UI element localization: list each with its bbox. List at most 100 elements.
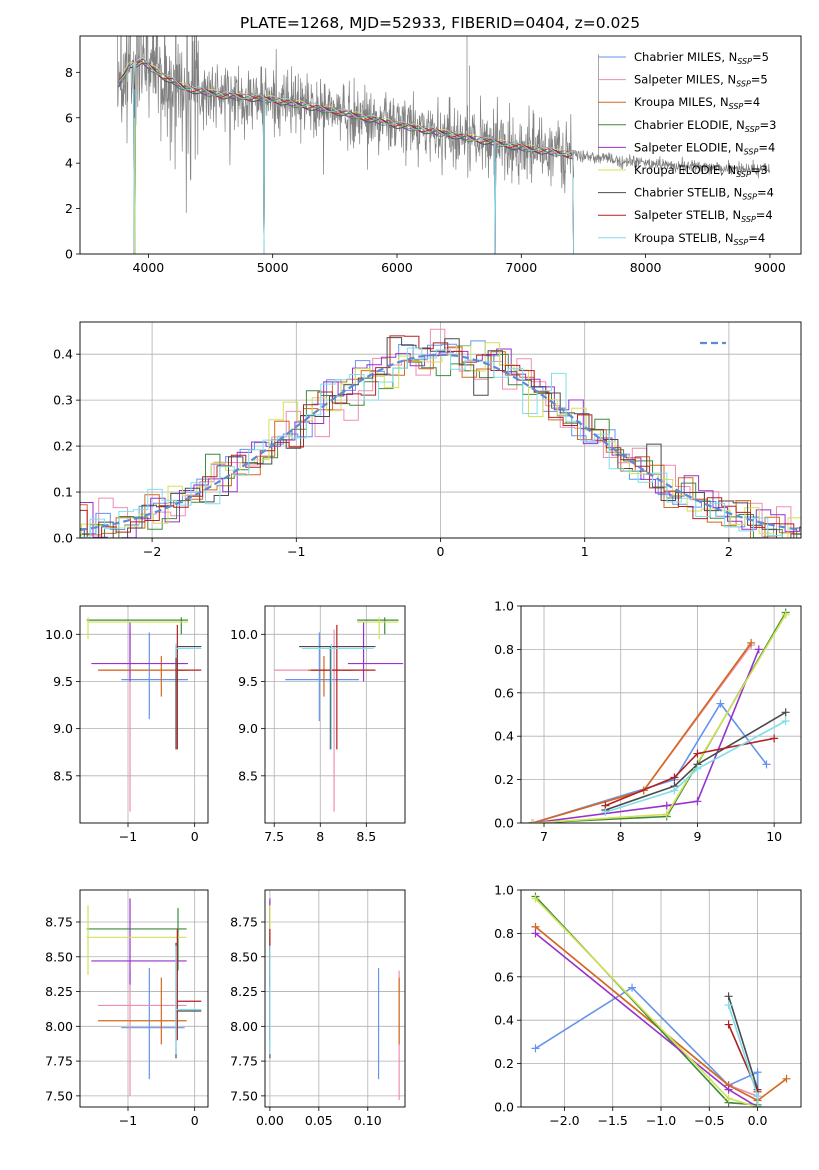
series-line bbox=[532, 649, 760, 823]
legend-label: Kroupa ELODIE, NSSP=3 bbox=[634, 163, 768, 179]
y-tick-label: 0.8 bbox=[494, 926, 514, 941]
x-tick-label: −2.0 bbox=[549, 1113, 579, 1128]
legend-text: Salpeter ELODIE, N bbox=[634, 140, 744, 154]
series-line bbox=[532, 644, 752, 823]
series-marker bbox=[716, 699, 725, 708]
legend-label: Salpeter MILES, NSSP=5 bbox=[634, 73, 768, 89]
legend-sub: SSP bbox=[745, 125, 760, 134]
figure-title: PLATE=1268, MJD=52933, FIBERID=0404, z=0… bbox=[240, 14, 640, 32]
x-tick-label: 2 bbox=[725, 544, 733, 559]
legend-sub: SSP bbox=[729, 102, 744, 111]
x-tick-label: 8 bbox=[617, 829, 625, 844]
x-tick-label: 0.10 bbox=[354, 1113, 382, 1128]
series-line bbox=[605, 737, 775, 807]
plot-area bbox=[86, 898, 202, 1096]
legend-sub: SSP bbox=[742, 193, 757, 202]
series-marker bbox=[693, 764, 702, 773]
legend-text: Kroupa MILES, N bbox=[634, 95, 729, 109]
series-marker bbox=[782, 1074, 791, 1083]
series-marker bbox=[528, 819, 537, 823]
y-tick-label: 2 bbox=[65, 201, 73, 216]
series-marker bbox=[601, 808, 610, 817]
y-tick-label: 10.0 bbox=[230, 627, 258, 642]
x-tick-label: 0 bbox=[191, 1113, 199, 1128]
series-marker bbox=[781, 717, 790, 726]
legend-suffix: =4 bbox=[756, 208, 773, 222]
histogram-step bbox=[80, 335, 801, 538]
series-marker bbox=[724, 1094, 733, 1103]
series-marker bbox=[724, 992, 733, 1001]
plot-area bbox=[274, 617, 404, 812]
y-tick-label: 0.2 bbox=[494, 772, 514, 787]
legend-sub: SSP bbox=[737, 57, 752, 66]
x-tick-label: −1 bbox=[119, 1113, 137, 1128]
x-tick-label: 10 bbox=[766, 829, 782, 844]
legend-sub: SSP bbox=[736, 170, 751, 179]
x-tick-label: 0 bbox=[437, 544, 445, 559]
legend-suffix: =4 bbox=[748, 231, 765, 245]
y-tick-label: 8 bbox=[65, 65, 73, 80]
model-line bbox=[118, 58, 574, 254]
y-tick-label: 4 bbox=[65, 156, 73, 171]
y-tick-label: 0.8 bbox=[494, 642, 514, 657]
legend-sub: SSP bbox=[734, 238, 749, 247]
y-tick-label: 0.1 bbox=[53, 485, 73, 500]
x-tick-label: −1 bbox=[119, 829, 137, 844]
legend-suffix: =4 bbox=[743, 95, 760, 109]
x-tick-label: −1 bbox=[287, 544, 305, 559]
axes-frame bbox=[264, 605, 406, 824]
y-tick-label: 0.0 bbox=[53, 531, 73, 546]
legend-sub: SSP bbox=[744, 147, 759, 156]
series-marker bbox=[753, 1092, 762, 1101]
plot-area bbox=[269, 898, 400, 1101]
y-tick-label: 8.50 bbox=[45, 949, 73, 964]
panel-residuals: −2 −1 0 1 2 0.0 0.1 0.2 0.3 0.4 bbox=[53, 321, 802, 559]
y-tick-label: 8.25 bbox=[45, 984, 73, 999]
y-tick-label: 8.00 bbox=[230, 1019, 258, 1034]
legend-label: Chabrier STELIB, NSSP=4 bbox=[634, 186, 774, 202]
legend-label: Chabrier ELODIE, NSSP=3 bbox=[634, 118, 776, 134]
legend-text: Salpeter MILES, N bbox=[634, 73, 736, 87]
x-tick-label: 0.00 bbox=[256, 1113, 284, 1128]
x-tick-label: −1.0 bbox=[646, 1113, 676, 1128]
y-tick-label: 9.5 bbox=[53, 674, 73, 689]
x-tick-label: 9 bbox=[693, 829, 701, 844]
y-tick-label: 0.0 bbox=[494, 1100, 514, 1115]
y-tick-label: 8.25 bbox=[230, 984, 258, 999]
legend-text: Salpeter STELIB, N bbox=[634, 208, 741, 222]
x-tick-label: 8.5 bbox=[356, 829, 376, 844]
y-tick-label: 0.6 bbox=[494, 685, 514, 700]
legend-suffix: =3 bbox=[751, 163, 768, 177]
x-tick-label: 9000 bbox=[754, 260, 786, 275]
y-tick-label: 7.75 bbox=[230, 1054, 258, 1069]
y-tick-label: 0.4 bbox=[494, 1013, 514, 1028]
panel-weight_vs_age: 7 8 9 10 0.0 0.2 0.4 0.6 0.8 1.0 bbox=[494, 599, 802, 844]
series-line bbox=[534, 926, 758, 1097]
model-line bbox=[118, 61, 574, 254]
legend-suffix: =4 bbox=[758, 140, 775, 154]
x-tick-label: 0.05 bbox=[305, 1113, 333, 1128]
series-marker bbox=[670, 773, 679, 782]
y-tick-label: 6 bbox=[65, 110, 73, 125]
series-marker bbox=[753, 1068, 762, 1077]
y-tick-label: 0 bbox=[65, 247, 73, 262]
legend-suffix: =3 bbox=[760, 118, 777, 132]
histogram-step bbox=[80, 337, 801, 538]
y-tick-label: 1.0 bbox=[494, 599, 514, 614]
series-line bbox=[605, 711, 787, 811]
axes-frame bbox=[79, 321, 802, 539]
histogram-step bbox=[80, 328, 801, 538]
y-tick-label: 8.75 bbox=[45, 914, 73, 929]
y-tick-label: 8.75 bbox=[230, 914, 258, 929]
legend-sub: SSP bbox=[736, 80, 751, 89]
legend-suffix: =5 bbox=[752, 50, 769, 64]
series-marker bbox=[747, 638, 756, 647]
y-tick-label: 8.50 bbox=[230, 949, 258, 964]
x-tick-label: 7.5 bbox=[264, 829, 284, 844]
series-line bbox=[532, 642, 752, 823]
series-marker bbox=[531, 894, 540, 903]
series-marker bbox=[693, 749, 702, 758]
legend-text: Chabrier ELODIE, N bbox=[634, 118, 745, 132]
y-tick-label: 10.0 bbox=[45, 627, 73, 642]
x-tick-label: 7000 bbox=[505, 260, 537, 275]
